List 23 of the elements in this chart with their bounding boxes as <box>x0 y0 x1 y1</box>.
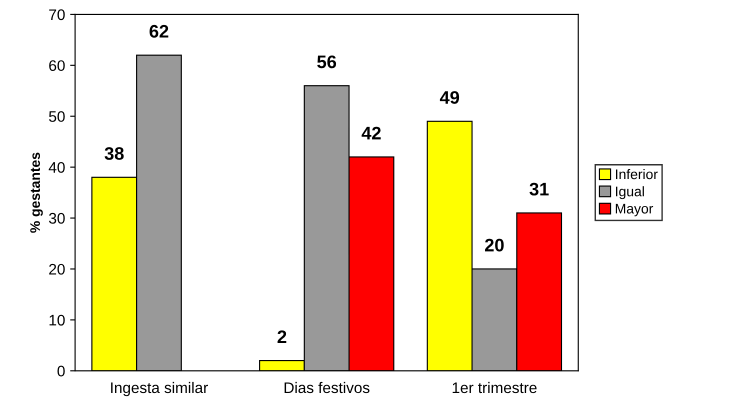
y-tick-label: 10 <box>50 314 65 326</box>
y-tick-label: 40 <box>48 162 65 173</box>
data-label: 56 <box>317 55 336 68</box>
y-tick-label: 70 <box>49 9 65 20</box>
x-tick-label: Ingesta similar <box>111 382 208 396</box>
data-label: 49 <box>440 91 460 104</box>
legend-label: Igual <box>616 186 644 200</box>
y-tick-label: 60 <box>49 60 65 72</box>
y-axis-title: % gestantes <box>30 152 43 233</box>
x-tick-label: 1er trimestre <box>452 382 537 394</box>
data-label: 42 <box>362 126 381 140</box>
y-tick-label: 50 <box>48 111 65 122</box>
data-label: 38 <box>104 147 124 160</box>
data-label: 2 <box>278 330 286 343</box>
y-tick-label: 0 <box>57 366 65 376</box>
data-label: 20 <box>484 238 504 252</box>
y-tick-label: 20 <box>49 264 65 275</box>
legend-label: Inferior <box>616 168 658 180</box>
data-label: 31 <box>530 182 549 196</box>
legend-label: Mayor <box>616 204 654 216</box>
x-tick-label: Dias festivos <box>284 382 370 394</box>
y-tick-label: 30 <box>48 212 65 224</box>
data-label: 62 <box>150 24 168 38</box>
